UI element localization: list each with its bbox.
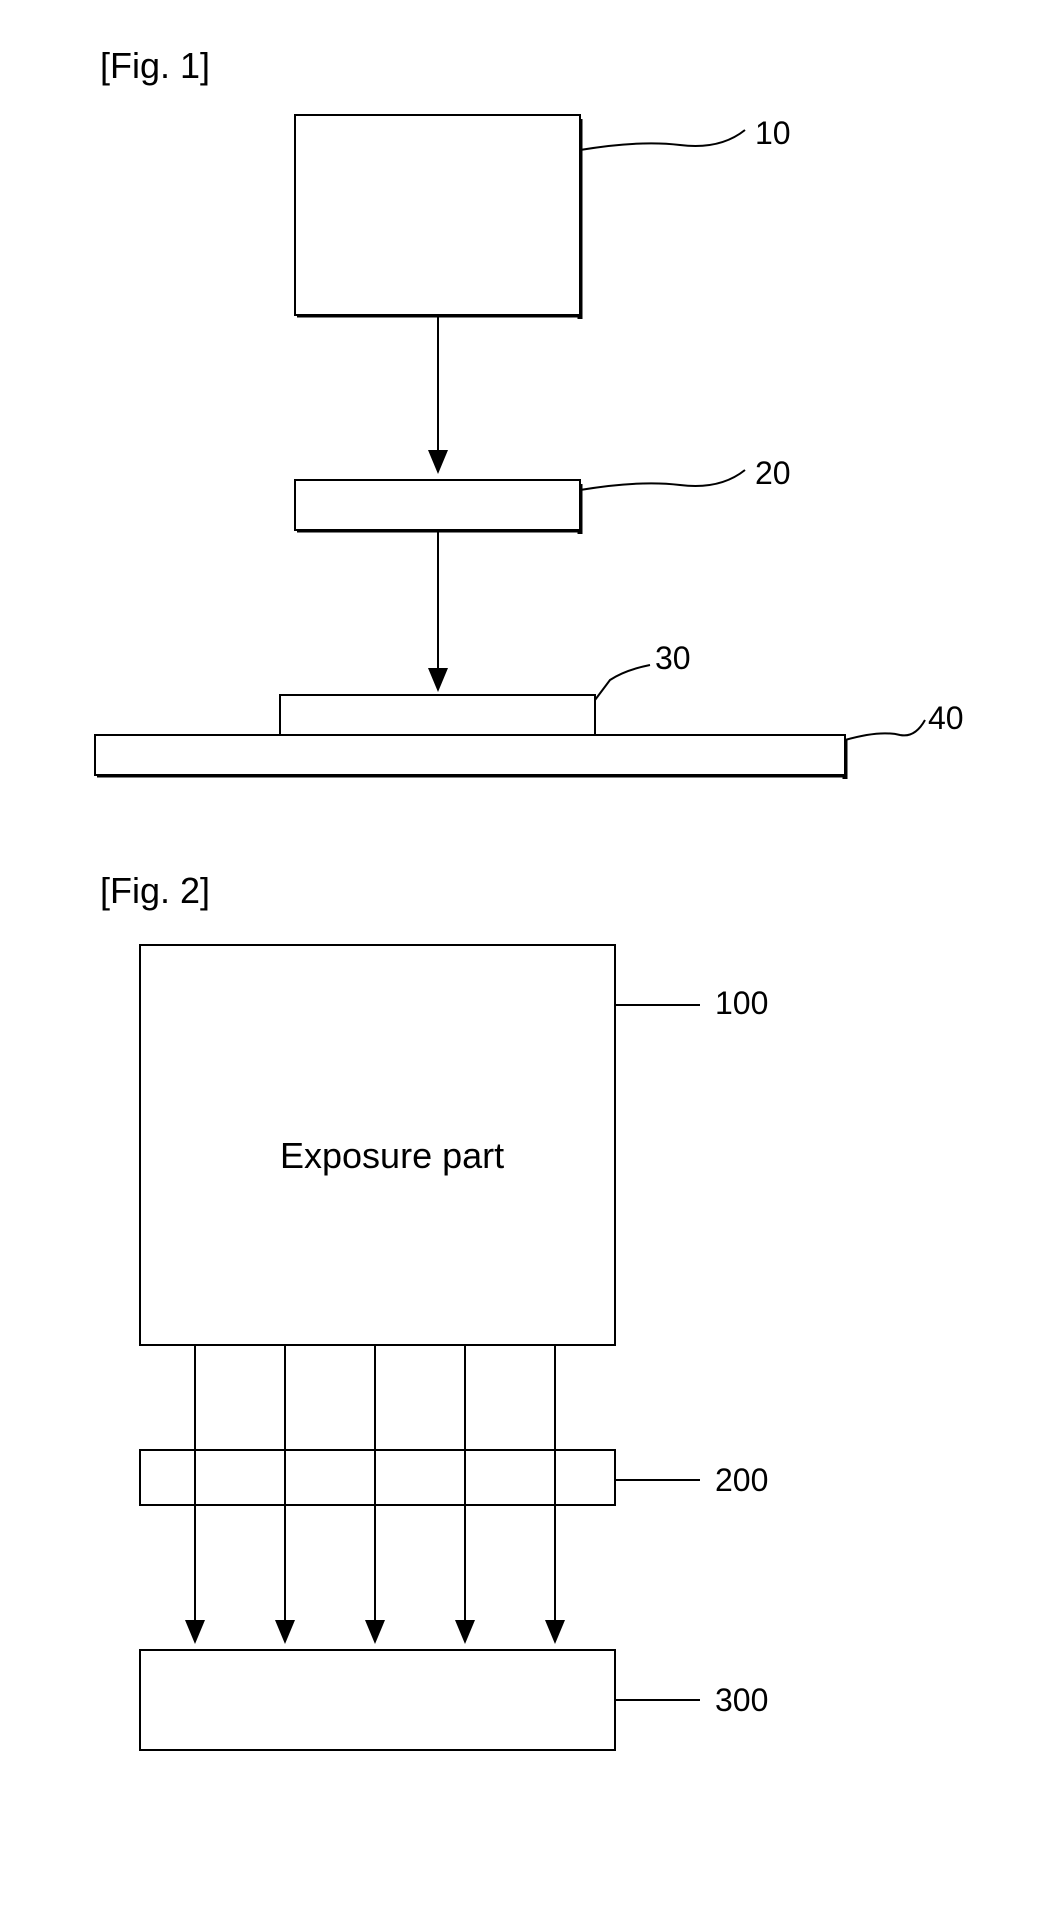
- fig1-callout-40-line: [845, 720, 925, 740]
- fig1-callout-20-line: [580, 470, 745, 490]
- fig1-callout-30-label: 30: [655, 640, 691, 677]
- fig1-callout-10-label: 10: [755, 115, 791, 152]
- fig1-box-30: [280, 695, 595, 735]
- fig1-callout-40-label: 40: [928, 700, 964, 737]
- fig1-callout-30-line: [595, 665, 650, 700]
- fig2-callout-200-label: 200: [715, 1462, 768, 1499]
- fig2-callout-300-label: 300: [715, 1682, 768, 1719]
- fig2-box-300: [140, 1650, 615, 1750]
- fig1-callout-10-line: [580, 130, 745, 150]
- fig1-callout-20-label: 20: [755, 455, 791, 492]
- fig1-box-20: [295, 480, 582, 534]
- fig2-box-200: [140, 1450, 615, 1505]
- diagram-canvas: [0, 0, 1042, 1910]
- fig1-box-10: [295, 115, 582, 319]
- fig2-callout-100-label: 100: [715, 985, 768, 1022]
- fig2-label: [Fig. 2]: [100, 870, 210, 912]
- fig1-label: [Fig. 1]: [100, 45, 210, 87]
- fig1-box-40: [95, 735, 847, 779]
- fig2-box-100-text: Exposure part: [280, 1135, 504, 1177]
